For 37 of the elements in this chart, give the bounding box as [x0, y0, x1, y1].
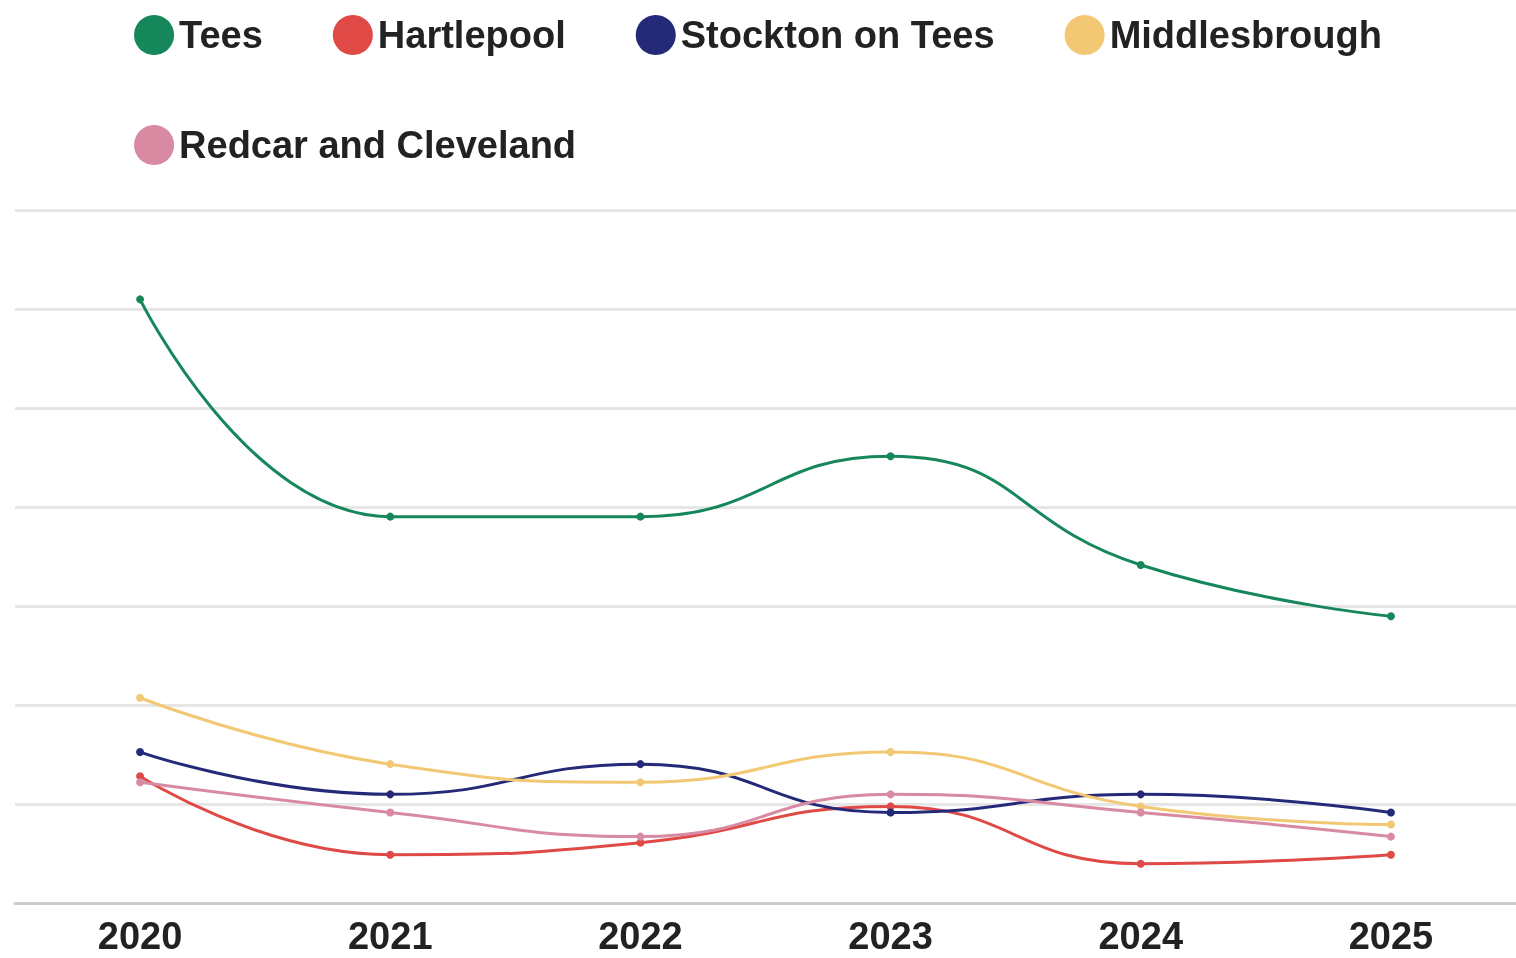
legend-label: Middlesbrough	[1109, 14, 1382, 56]
point	[386, 760, 395, 769]
x-tick-label: 2025	[1348, 915, 1434, 957]
x-tick-label: 2022	[598, 915, 683, 957]
x-tick-label: 2020	[97, 915, 183, 957]
point	[886, 808, 895, 817]
point	[1136, 560, 1145, 569]
point	[636, 778, 645, 787]
legend-label: Stockton on Tees	[680, 14, 995, 56]
x-tick-label: 2024	[1098, 915, 1184, 957]
legend-label: Tees	[179, 14, 263, 56]
point	[386, 790, 395, 799]
legend-label: Hartlepool	[377, 14, 566, 56]
legend-label: Redcar and Cleveland	[179, 124, 577, 166]
point	[1386, 850, 1395, 859]
x-tick-label: 2021	[347, 915, 433, 957]
point	[886, 452, 895, 461]
point	[386, 850, 395, 859]
x-tick-label: 2023	[848, 915, 933, 957]
point	[1386, 820, 1395, 829]
point	[1386, 832, 1395, 841]
point	[1386, 612, 1395, 621]
point	[1136, 790, 1145, 799]
point	[386, 512, 395, 521]
point	[636, 512, 645, 521]
point	[636, 832, 645, 841]
point	[136, 778, 145, 787]
point	[1136, 859, 1145, 868]
point	[886, 748, 895, 757]
point	[136, 748, 145, 757]
point	[136, 693, 145, 702]
point	[1136, 808, 1145, 817]
point	[386, 808, 395, 817]
point	[136, 295, 145, 304]
point	[886, 790, 895, 799]
point	[636, 760, 645, 769]
point	[1386, 808, 1395, 817]
